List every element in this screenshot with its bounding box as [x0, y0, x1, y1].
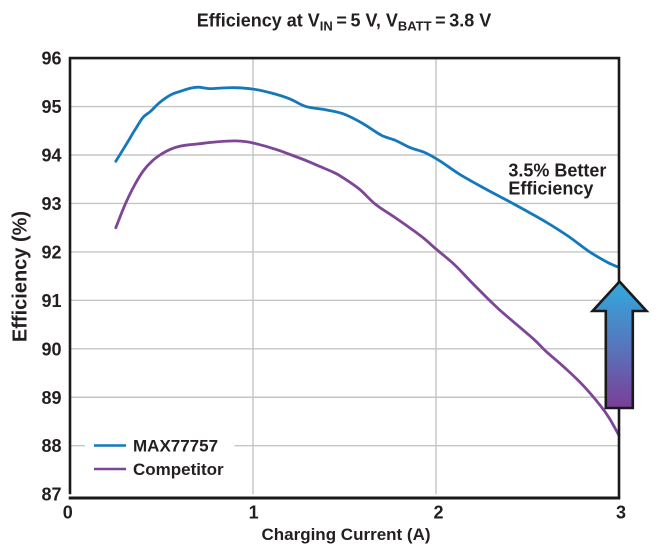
svg-text:MAX77757: MAX77757: [133, 437, 218, 456]
svg-text:94: 94: [41, 146, 61, 166]
svg-text:Efficiency (%): Efficiency (%): [10, 211, 32, 342]
svg-text:Efficiency at VIN = 5 V, VBATT: Efficiency at VIN = 5 V, VBATT = 3.8 V: [197, 11, 492, 34]
svg-text:95: 95: [41, 97, 61, 117]
svg-text:87: 87: [41, 485, 61, 505]
svg-text:89: 89: [41, 388, 61, 408]
svg-text:90: 90: [41, 339, 61, 359]
svg-text:88: 88: [41, 436, 61, 456]
svg-text:0: 0: [63, 503, 73, 523]
svg-text:3.5% Better: 3.5% Better: [508, 161, 606, 181]
svg-text:Competitor: Competitor: [133, 460, 224, 479]
svg-text:3: 3: [616, 503, 626, 523]
svg-text:91: 91: [41, 291, 61, 311]
svg-text:2: 2: [433, 503, 443, 523]
svg-text:Efficiency: Efficiency: [508, 179, 593, 199]
svg-text:Charging Current (A): Charging Current (A): [261, 525, 430, 544]
svg-text:93: 93: [41, 194, 61, 214]
svg-text:92: 92: [41, 242, 61, 262]
svg-text:96: 96: [41, 49, 61, 69]
svg-text:1: 1: [249, 503, 259, 523]
